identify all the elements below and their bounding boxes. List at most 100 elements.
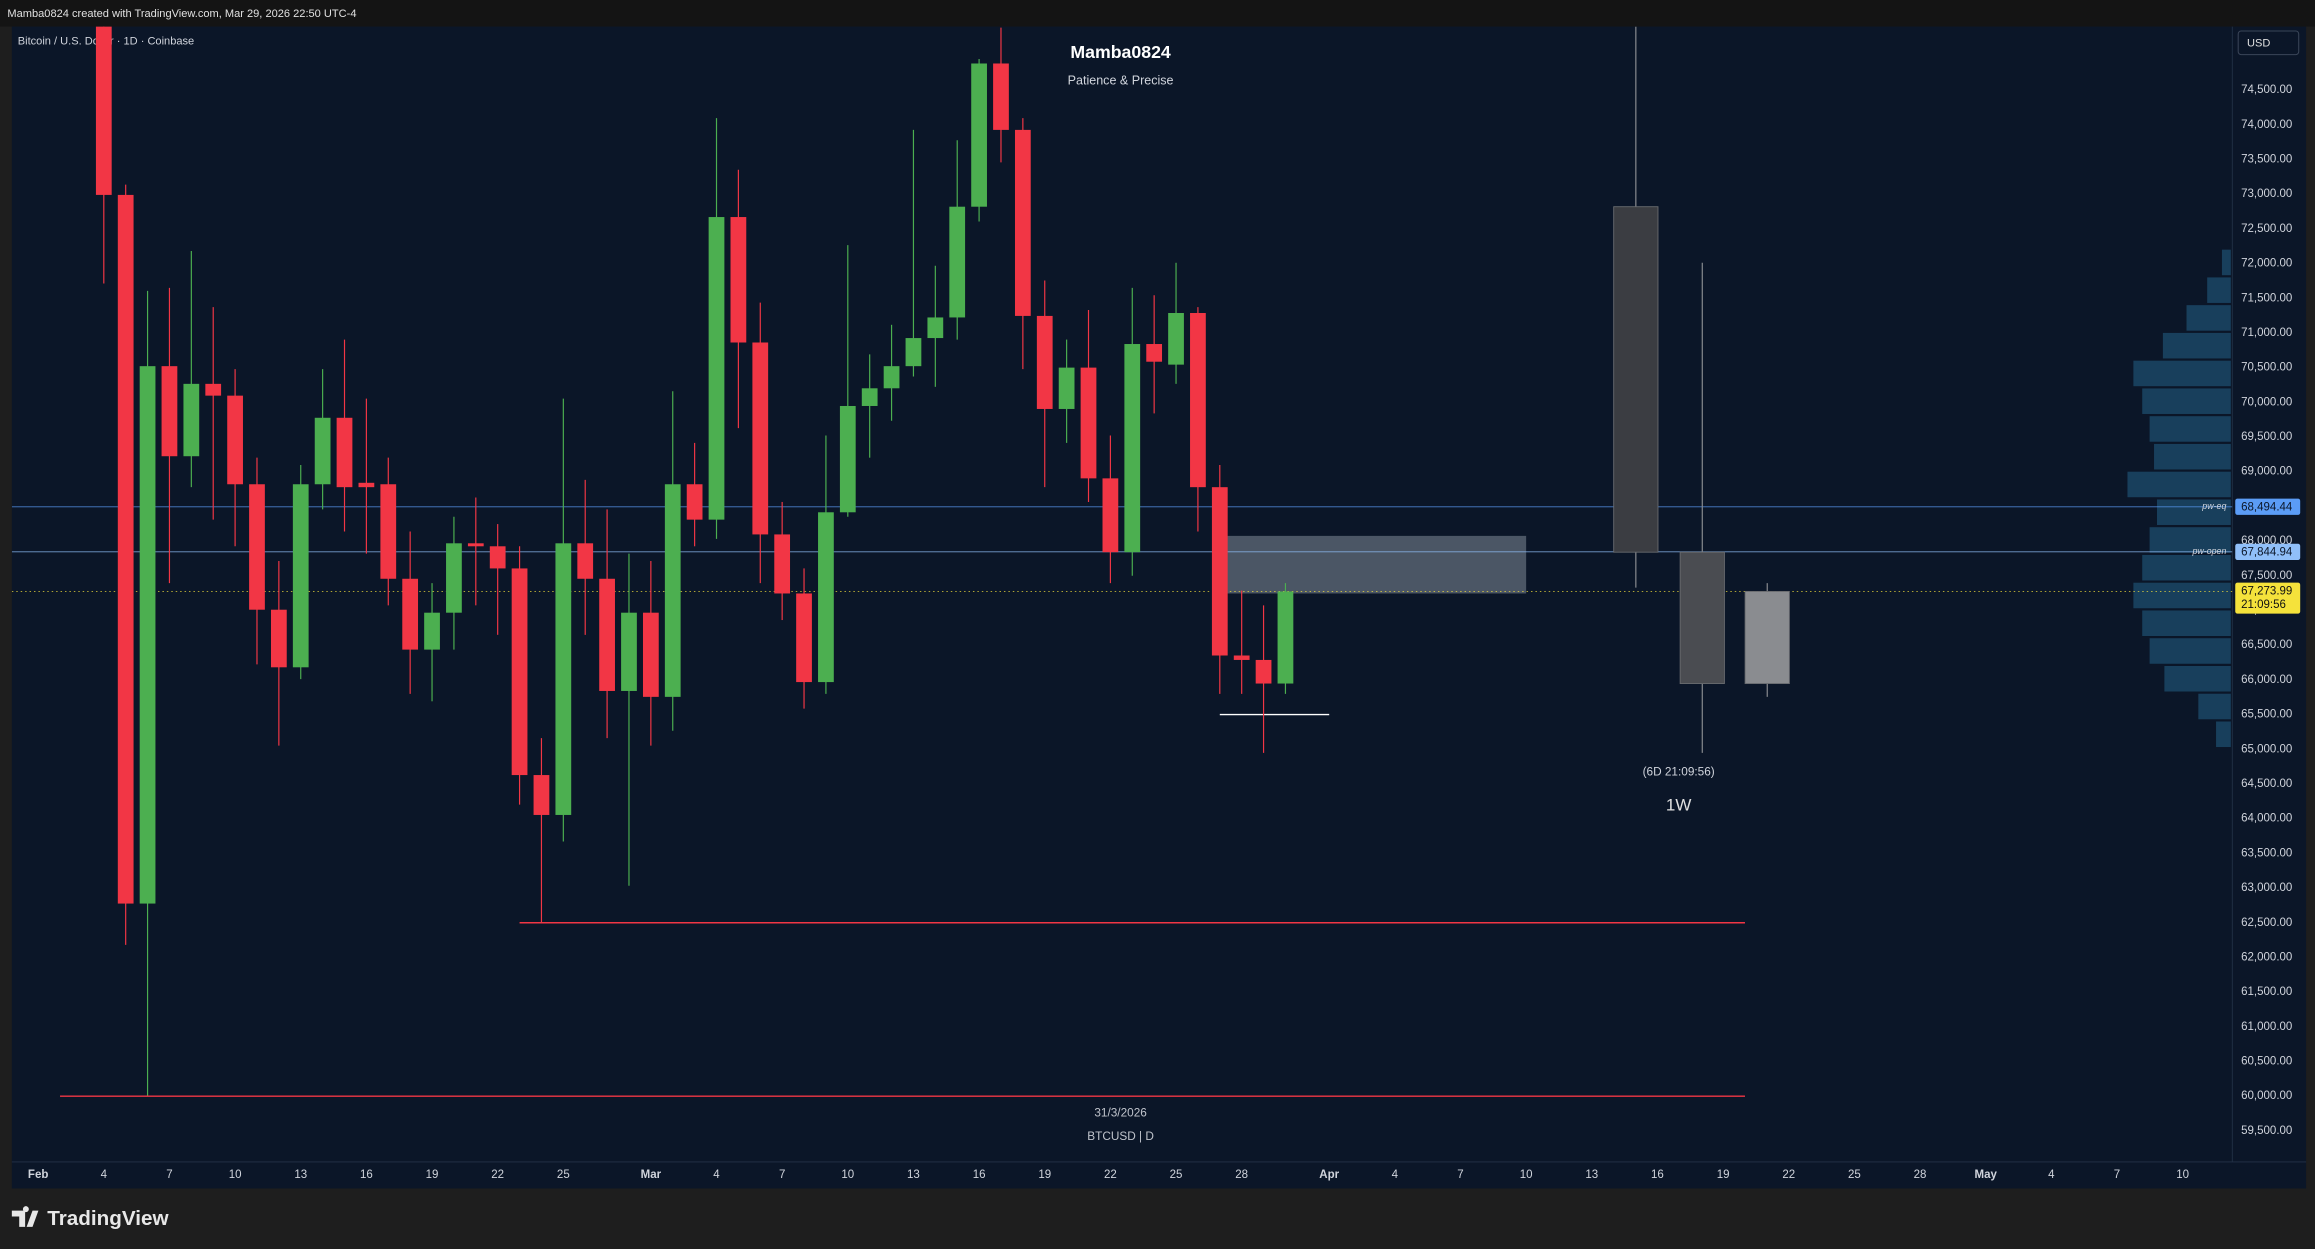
candle-body (993, 63, 1009, 130)
level-tag (2235, 498, 2301, 515)
y-tick-label: 69,000.00 (2241, 466, 2292, 478)
level-name: pw-eq (2201, 501, 2226, 511)
level-name: pw-open (2191, 546, 2226, 556)
countdown-label: 21:09:56 (2241, 599, 2286, 611)
candle-body (205, 383, 222, 396)
x-tick-label: 28 (1235, 1169, 1248, 1181)
x-tick-label: 10 (1520, 1169, 1533, 1181)
y-tick-label: 73,500.00 (2241, 153, 2292, 165)
volume-profile-bar (2142, 554, 2231, 581)
candle-body (774, 534, 791, 594)
ticker-label: BTCUSD | D (1087, 1129, 1154, 1143)
volume-profile-bar (2221, 249, 2231, 276)
htf-body (1679, 551, 1725, 684)
candle-body (708, 217, 725, 520)
y-tick-label: 63,000.00 (2241, 882, 2292, 894)
plot (11, 26, 2233, 1097)
candle-body (861, 388, 878, 406)
plot-background (11, 26, 2307, 1189)
candle-body (161, 366, 178, 457)
x-tick-label: 13 (294, 1169, 307, 1181)
htf-body (1744, 591, 1790, 684)
x-tick-label: 4 (2048, 1169, 2055, 1181)
chart-title: Mamba0824 (1070, 42, 1171, 62)
top-bar (0, 0, 2315, 27)
candle-body (1211, 487, 1228, 656)
candle-body (1080, 367, 1097, 479)
x-tick-label: May (1974, 1169, 1997, 1181)
candle-body (577, 543, 594, 579)
candle-body (424, 612, 440, 650)
candle-body (292, 484, 309, 668)
candle-body (949, 206, 966, 318)
x-tick-label: 22 (1782, 1169, 1795, 1181)
level-tag (2235, 543, 2301, 560)
candle-body (1036, 315, 1053, 409)
y-tick-label: 65,500.00 (2241, 709, 2292, 721)
y-tick-label: 67,500.00 (2241, 570, 2292, 582)
x-tick-label: 19 (426, 1169, 439, 1181)
last-price-label: 67,273.99 (2241, 586, 2292, 598)
volume-profile-bar (2133, 360, 2231, 387)
candle-body (1058, 367, 1075, 409)
volume-profile-bar (2149, 638, 2231, 664)
x-tick-label: 10 (841, 1169, 854, 1181)
y-tick-label: 71,000.00 (2241, 327, 2292, 339)
volume-profile-bar (2198, 693, 2231, 720)
x-tick-label: 19 (1717, 1169, 1730, 1181)
volume-profile-bar (2164, 665, 2231, 692)
candle-body (1102, 478, 1119, 553)
candle-body (971, 63, 987, 207)
y-tick-label: 60,500.00 (2241, 1056, 2292, 1068)
zone (1219, 535, 1527, 594)
x-tick-label: 4 (713, 1169, 720, 1181)
y-tick-label: 65,000.00 (2241, 743, 2292, 755)
candle-body (1233, 655, 1250, 660)
volume-profile-bar (2142, 388, 2231, 414)
y-tick-label: 73,000.00 (2241, 188, 2292, 200)
currency-box[interactable] (2237, 30, 2300, 56)
candle-body (249, 484, 265, 610)
x-tick-label: 19 (1038, 1169, 1051, 1181)
volume-profile-bar (2127, 471, 2231, 498)
candle-body (511, 568, 528, 776)
x-tick-label: 4 (101, 1169, 108, 1181)
volume-profile-bar (2142, 610, 2231, 637)
currency[interactable]: USD (2247, 37, 2270, 49)
candle-body (1277, 591, 1294, 684)
volume-profile-bar (2133, 582, 2231, 609)
chart-subtitle: Patience & Precise (1068, 74, 1174, 88)
candle-body (489, 546, 506, 569)
x-tick-label: 7 (1457, 1169, 1463, 1181)
candle-body (555, 543, 572, 815)
x-tick-label: Feb (28, 1169, 48, 1181)
candle-body (95, 26, 112, 195)
candle-body (599, 578, 615, 691)
y-tick-label: 66,500.00 (2241, 639, 2292, 651)
candle-body (467, 543, 484, 547)
candle-body (1190, 313, 1206, 488)
last-price-tag (2235, 582, 2301, 614)
y-tick-label: 64,000.00 (2241, 813, 2292, 825)
x-tick-label: 16 (360, 1169, 373, 1181)
candle-body (1014, 129, 1031, 316)
y-tick-label: 69,500.00 (2241, 431, 2292, 443)
candle-body (796, 593, 812, 683)
y-tick-label: 61,500.00 (2241, 986, 2292, 998)
candle-body (533, 775, 550, 815)
tradingview-logo: TradingView (11, 1206, 170, 1230)
y-tick-label: 64,500.00 (2241, 778, 2292, 790)
x-tick-label: 7 (2114, 1169, 2120, 1181)
x-tick-label: 22 (491, 1169, 504, 1181)
x-tick-label: 25 (557, 1169, 570, 1181)
y-tick-label: 70,500.00 (2241, 362, 2292, 374)
candle-body (883, 366, 900, 389)
header-credit: Mamba0824 created with TradingView.com, … (7, 8, 356, 20)
volume-profile-bar (2186, 305, 2231, 331)
y-tick-label: 59,500.00 (2241, 1125, 2292, 1137)
y-tick-label: 62,000.00 (2241, 951, 2292, 963)
x-tick-label: Mar (641, 1169, 662, 1181)
candle-body (927, 317, 944, 339)
